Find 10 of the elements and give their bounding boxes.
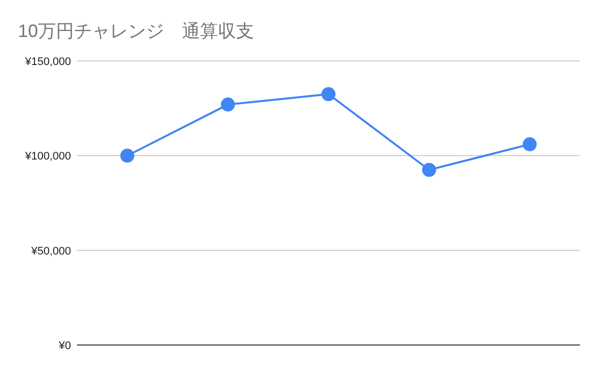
y-tick-label: ¥100,000: [24, 150, 71, 163]
y-tick-label: ¥50,000: [30, 245, 71, 258]
point: [220, 98, 235, 112]
point: [120, 148, 134, 163]
y-tick-label: ¥0: [58, 340, 71, 352]
chart-title: 10万円チャレンジ 通算収支: [18, 21, 254, 41]
y-tick-label: ¥150,000: [24, 56, 71, 68]
point: [322, 87, 336, 102]
point: [422, 162, 436, 177]
point: [522, 137, 537, 152]
